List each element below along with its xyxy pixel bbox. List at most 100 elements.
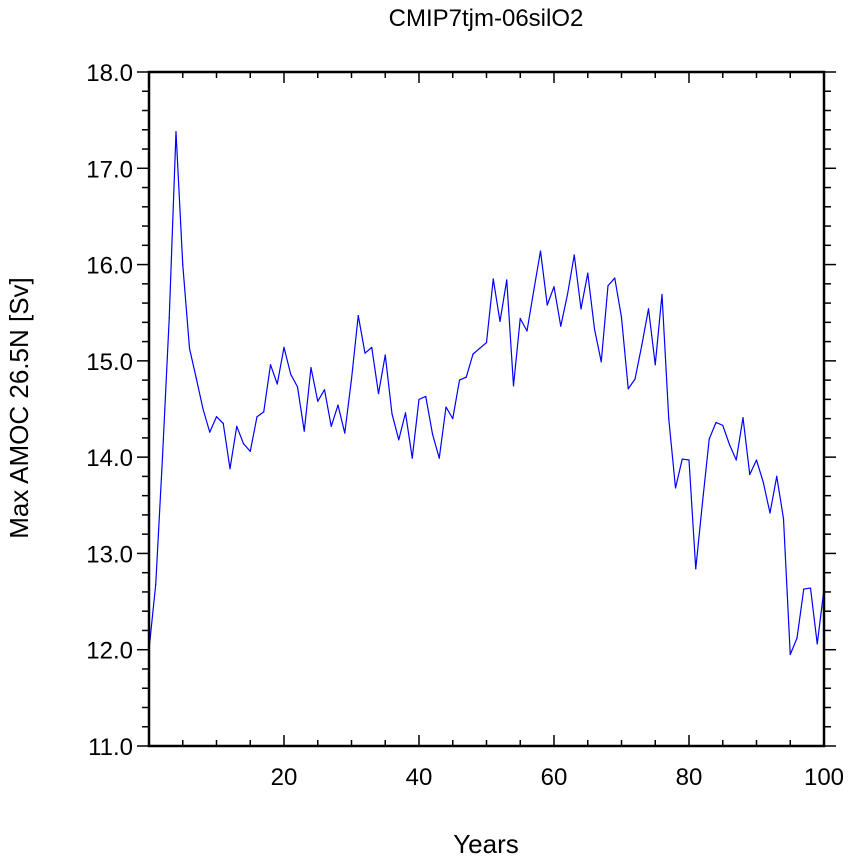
data-point <box>398 439 400 441</box>
x-tick-label: 60 <box>541 764 568 791</box>
data-point <box>688 459 690 461</box>
data-point <box>276 383 278 385</box>
data-point <box>796 637 798 639</box>
data-point <box>512 385 515 387</box>
data-point <box>701 501 704 503</box>
data-point <box>377 392 380 395</box>
data-point <box>364 352 366 354</box>
data-point <box>782 518 785 520</box>
data-point <box>580 308 582 310</box>
data-point <box>742 417 744 419</box>
data-point <box>215 416 218 418</box>
data-point <box>431 433 434 435</box>
data-point <box>647 308 650 310</box>
series-points <box>148 131 825 656</box>
data-point <box>755 459 758 461</box>
data-point <box>668 418 670 420</box>
y-tick-label: 12.0 <box>86 638 133 665</box>
series-line <box>148 131 825 656</box>
data-point <box>492 278 494 280</box>
data-point <box>161 456 164 458</box>
data-point <box>593 328 596 330</box>
data-point <box>539 250 542 252</box>
data-point <box>634 378 636 380</box>
data-point <box>809 587 812 589</box>
data-point <box>566 293 569 296</box>
data-point <box>182 263 184 266</box>
data-point <box>337 404 339 406</box>
data-point <box>202 408 204 410</box>
data-point <box>472 353 474 355</box>
data-point <box>789 653 791 656</box>
data-point <box>391 413 393 415</box>
data-point <box>310 366 312 369</box>
data-point <box>465 376 467 378</box>
data-point <box>600 361 602 363</box>
data-point <box>769 512 771 514</box>
data-point <box>533 289 535 292</box>
data-point <box>249 450 251 452</box>
data-point <box>485 341 488 344</box>
data-point <box>674 487 677 489</box>
x-tick-label: 100 <box>804 764 844 791</box>
data-point <box>681 458 683 460</box>
data-point <box>715 421 717 424</box>
data-point <box>573 254 575 256</box>
plot-frame <box>147 70 826 748</box>
y-axis-title: Max AMOC 26.5N [Sv] <box>4 277 34 539</box>
data-point <box>296 386 299 388</box>
data-point <box>317 400 319 402</box>
data-point <box>438 457 440 459</box>
data-point <box>222 422 224 425</box>
x-tick-label: 40 <box>406 764 433 791</box>
y-tick-label: 14.0 <box>86 445 133 472</box>
data-point <box>195 377 197 379</box>
data-point <box>519 317 521 320</box>
data-point <box>614 277 616 279</box>
data-point <box>452 418 454 420</box>
data-point <box>371 346 373 348</box>
x-tick-label: 80 <box>676 764 703 791</box>
data-point <box>242 443 245 445</box>
data-point <box>803 588 805 590</box>
data-point <box>155 583 157 585</box>
data-point <box>560 325 562 327</box>
data-point <box>749 473 751 476</box>
data-point <box>290 373 292 375</box>
data-point <box>330 425 332 427</box>
data-point <box>620 316 623 319</box>
data-point <box>553 286 555 288</box>
data-point <box>168 316 170 319</box>
data-point <box>695 568 697 570</box>
data-point <box>404 412 407 414</box>
data-point <box>661 293 663 296</box>
data-point <box>425 395 427 398</box>
data-point <box>627 388 629 390</box>
axis-ticks <box>137 71 836 747</box>
y-tick-label: 17.0 <box>86 156 133 183</box>
data-point <box>708 438 710 440</box>
data-point <box>607 285 609 287</box>
data-point <box>722 424 724 426</box>
data-point <box>384 354 386 356</box>
data-point <box>188 347 191 349</box>
y-tick-label: 13.0 <box>86 541 133 568</box>
data-point <box>776 475 778 477</box>
data-point <box>546 304 548 306</box>
data-point <box>209 431 211 433</box>
x-axis-title: Years <box>453 829 519 859</box>
data-point <box>418 398 420 400</box>
data-point <box>175 131 177 133</box>
y-tick-label: 18.0 <box>86 60 133 87</box>
data-point <box>587 272 589 274</box>
data-point <box>350 378 353 380</box>
y-tick-label: 16.0 <box>86 253 133 280</box>
data-point <box>641 344 643 347</box>
data-point <box>323 389 326 391</box>
data-point <box>357 315 359 317</box>
x-tick-label: 20 <box>271 764 298 791</box>
data-point <box>445 406 447 408</box>
data-point <box>269 364 272 366</box>
y-tick-label: 15.0 <box>86 349 133 376</box>
data-point <box>344 432 346 434</box>
